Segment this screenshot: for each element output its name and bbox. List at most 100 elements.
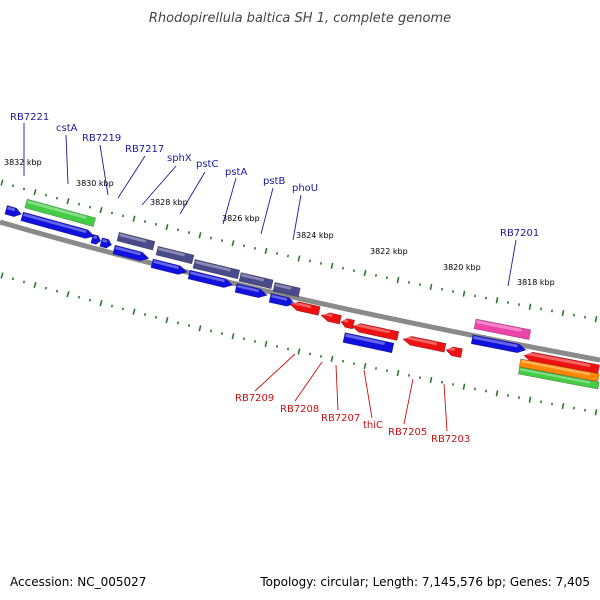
cds-pstb-highlight — [271, 294, 288, 301]
upper-tick — [44, 193, 48, 197]
tick-track-lower — [0, 272, 598, 416]
cog-rb7217[interactable] — [116, 231, 156, 251]
lower-tick — [286, 347, 290, 351]
cds-thic[interactable] — [351, 322, 400, 341]
upper-tick — [88, 205, 92, 209]
gene-label-rb7203[interactable]: RB7203 — [431, 434, 470, 445]
cog-rb7201-shape — [473, 318, 532, 340]
cds-csta[interactable] — [20, 211, 96, 241]
upper-tick — [242, 244, 246, 248]
cog-thic[interactable] — [342, 332, 395, 354]
upper-tick — [374, 274, 378, 277]
lower-tick — [132, 308, 136, 315]
cog-pstc[interactable] — [192, 259, 241, 280]
cog-psta-highlight — [241, 273, 265, 282]
lower-tick — [484, 389, 488, 393]
cds-psta[interactable] — [234, 283, 268, 300]
cds-rb7219b[interactable] — [99, 237, 113, 250]
lower-tick — [561, 402, 565, 410]
cds-rb7208[interactable] — [320, 311, 342, 325]
gene-label-rb7219[interactable]: RB7219 — [82, 133, 121, 144]
upper-tick — [418, 283, 422, 287]
gene-label-thic[interactable]: thiC — [363, 420, 383, 431]
gene-label-rb7221[interactable]: RB7221 — [10, 112, 49, 123]
gene-label-rb7201[interactable]: RB7201 — [500, 228, 539, 239]
cog-rb7201[interactable] — [473, 318, 532, 340]
cog-right-green[interactable] — [517, 366, 600, 390]
tick-track-upper — [0, 179, 598, 323]
upper-tick — [231, 240, 235, 247]
upper-tick — [550, 309, 554, 313]
gene-label-rb7217[interactable]: RB7217 — [125, 144, 164, 155]
cog-sphx[interactable] — [155, 245, 195, 265]
lower-tick — [231, 333, 235, 340]
upper-tick — [110, 211, 114, 215]
leader-pstc — [179, 171, 206, 215]
cds-rb7221[interactable] — [4, 205, 23, 218]
gene-label-psta[interactable]: pstA — [225, 167, 247, 178]
cds-rb7221-shape — [4, 205, 22, 218]
cds-rb7217-shape — [112, 244, 150, 262]
cds-pstc[interactable] — [187, 269, 234, 289]
upper-tick — [473, 294, 477, 298]
cog-right-green-highlight — [520, 368, 591, 384]
cog-pstc-shape — [192, 259, 241, 280]
upper-tick — [66, 198, 70, 205]
lower-tick — [44, 286, 48, 290]
gene-label-sphx[interactable]: sphX — [167, 153, 192, 164]
lower-tick — [209, 329, 213, 333]
cog-pstb[interactable] — [272, 282, 301, 298]
lower-tick — [539, 400, 543, 404]
cog-thic-highlight — [345, 333, 385, 346]
upper-tick — [396, 276, 400, 284]
gene-label-lines — [23, 123, 517, 432]
gene-label-pstb[interactable]: pstB — [263, 176, 285, 187]
cds-sphx-highlight — [153, 260, 180, 270]
upper-tick — [561, 309, 565, 317]
lower-tick — [330, 355, 334, 362]
cds-rb7217[interactable] — [112, 244, 150, 263]
cds-rb7219b-highlight — [102, 238, 108, 243]
upper-tick — [209, 236, 213, 240]
cds-sphx[interactable] — [150, 258, 188, 276]
scale-label-3820: 3820 kbp — [443, 263, 481, 272]
lower-tick — [33, 281, 37, 289]
cds-rb7205[interactable] — [402, 335, 447, 353]
leader-rb7201 — [507, 239, 517, 287]
gene-label-rb7207[interactable]: RB7207 — [321, 413, 360, 424]
gene-label-rb7209[interactable]: RB7209 — [235, 393, 274, 404]
upper-tick — [319, 262, 323, 265]
leader-rb7205 — [403, 378, 414, 425]
leader-thic — [363, 369, 373, 419]
lower-tick — [594, 409, 598, 416]
cds-rb7207[interactable] — [340, 317, 356, 330]
lower-tick — [396, 369, 400, 377]
cog-csta[interactable] — [24, 198, 97, 228]
cds-sphx-shape — [150, 258, 188, 275]
upper-tick — [297, 255, 301, 262]
gene-label-phou[interactable]: phoU — [292, 183, 318, 194]
cog-psta[interactable] — [238, 272, 274, 290]
gene-label-rb7205[interactable]: RB7205 — [388, 427, 427, 438]
gene-label-rb7208[interactable]: RB7208 — [280, 404, 319, 415]
cds-rb7209-shape — [289, 301, 321, 316]
upper-tick — [440, 287, 444, 291]
upper-tick — [121, 214, 125, 218]
cds-rb7201[interactable] — [470, 334, 527, 354]
cds-csta-shape — [20, 211, 95, 239]
cds-rb7201-shape — [470, 334, 527, 354]
upper-tick — [0, 179, 4, 186]
lower-tick — [473, 387, 477, 391]
cds-pstb[interactable] — [268, 293, 296, 308]
cds-rb7203[interactable] — [445, 346, 463, 358]
upper-tick — [165, 223, 169, 231]
gene-label-pstc[interactable]: pstC — [196, 159, 218, 170]
lower-tick — [77, 295, 81, 299]
lower-tick — [429, 376, 433, 384]
cog-csta-shape — [24, 198, 97, 228]
cds-rb7219a[interactable] — [90, 233, 102, 245]
cog-right-orange[interactable] — [518, 358, 600, 383]
gene-label-csta[interactable]: cstA — [56, 123, 78, 134]
cds-rb7209[interactable] — [289, 300, 321, 316]
upper-tick — [594, 316, 598, 323]
